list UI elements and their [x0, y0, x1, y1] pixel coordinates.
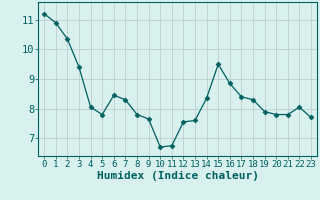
X-axis label: Humidex (Indice chaleur): Humidex (Indice chaleur) [97, 171, 259, 181]
